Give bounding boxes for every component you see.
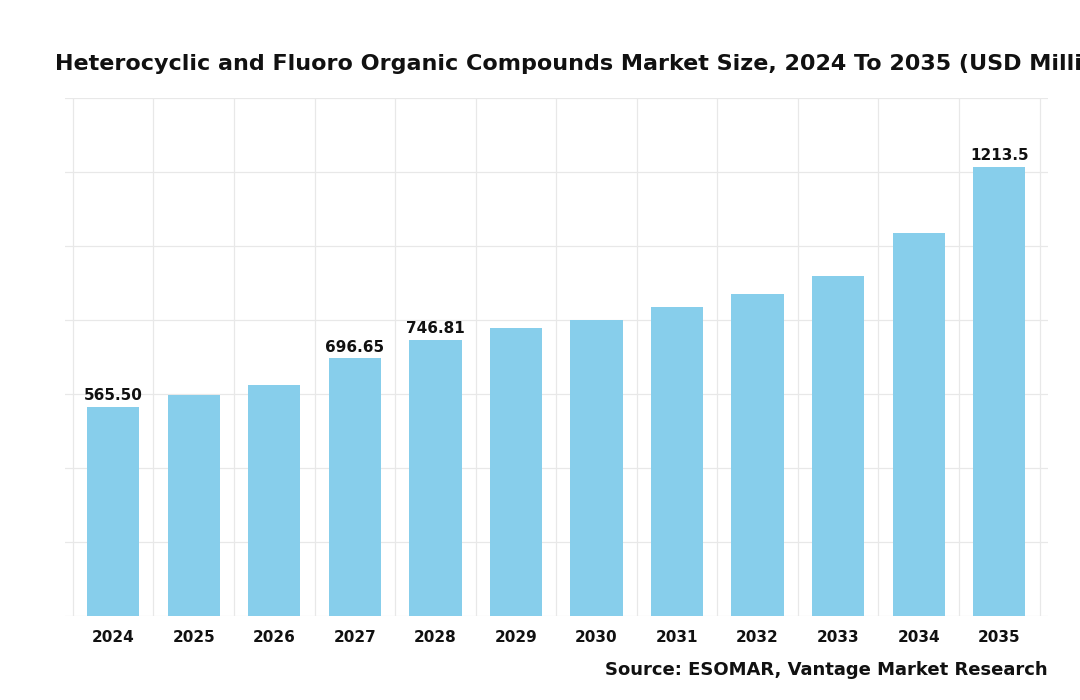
Bar [87,407,139,616]
Bar [328,358,381,616]
Text: 565.50: 565.50 [83,388,143,403]
Text: 696.65: 696.65 [325,340,384,354]
Bar [409,340,461,616]
Bar [973,167,1025,616]
Bar [731,294,784,616]
Bar [489,328,542,616]
Bar [167,395,220,616]
Text: Heterocyclic and Fluoro Organic Compounds Market Size, 2024 To 2035 (USD Million: Heterocyclic and Fluoro Organic Compound… [55,54,1080,74]
Text: 746.81: 746.81 [406,321,464,336]
Bar [892,233,945,616]
Bar [812,276,864,616]
Bar [248,385,300,616]
Bar [651,307,703,616]
Text: Source: ESOMAR, Vantage Market Research: Source: ESOMAR, Vantage Market Research [605,661,1048,679]
Text: 1213.5: 1213.5 [970,148,1028,163]
Bar [570,320,623,616]
